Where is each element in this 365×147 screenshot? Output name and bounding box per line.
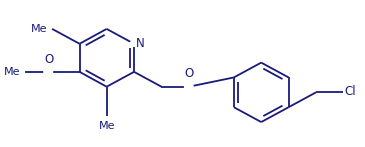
Text: Me: Me — [99, 121, 115, 131]
Text: Me: Me — [31, 24, 47, 34]
Ellipse shape — [185, 84, 193, 89]
Text: Cl: Cl — [345, 85, 356, 98]
Text: O: O — [184, 67, 193, 80]
Ellipse shape — [44, 69, 53, 74]
Text: N: N — [137, 37, 145, 50]
Text: Me: Me — [4, 67, 21, 77]
Ellipse shape — [130, 41, 138, 46]
Text: O: O — [44, 53, 53, 66]
